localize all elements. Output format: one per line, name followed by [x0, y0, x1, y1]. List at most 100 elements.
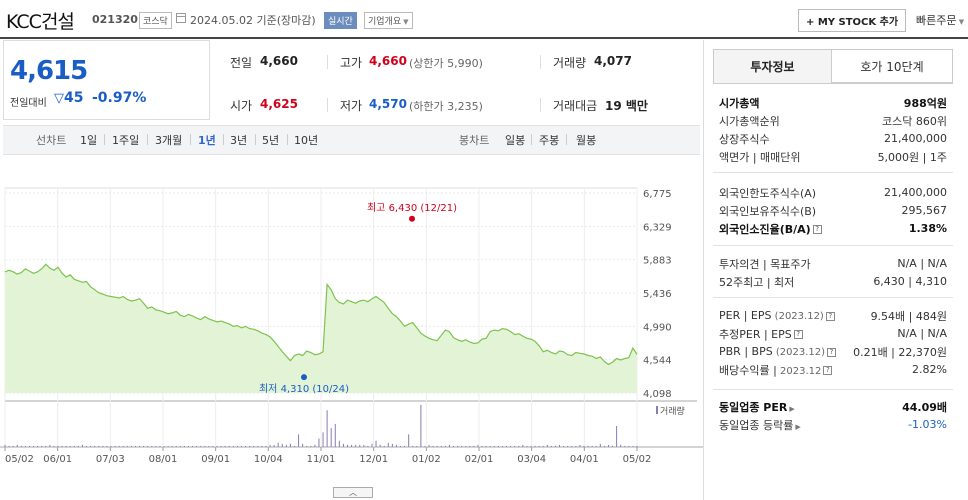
volume-bar — [314, 444, 316, 447]
tab-daily-candle[interactable]: 일봉 — [505, 134, 526, 147]
tab-invest-info[interactable]: 투자정보 — [713, 49, 832, 83]
y-tick-label: 5,883 — [643, 256, 672, 267]
volume-bar — [216, 445, 218, 447]
invest-row: PER | EPS (2023.12)? 9.54배 | 484원 — [719, 307, 947, 324]
volume-bar — [4, 444, 6, 447]
help-icon[interactable]: ? — [825, 311, 835, 321]
help-icon[interactable]: ? — [793, 330, 803, 339]
volume-bar — [20, 445, 22, 447]
volume-bar — [179, 445, 181, 447]
volume-bar — [73, 445, 75, 447]
volume-bar — [428, 444, 430, 447]
invest-row-value: N/A | N/A — [897, 257, 947, 270]
volume-bar — [334, 423, 336, 447]
volume-bars: 거래량 — [4, 405, 685, 447]
prev-close-value: 4,660 — [260, 54, 298, 68]
tab-3m[interactable]: 3개월 — [155, 134, 183, 147]
tab-weekly-candle[interactable]: 주봉 — [539, 134, 560, 147]
tab-divider — [255, 134, 256, 145]
tab-1d[interactable]: 1일 — [80, 134, 98, 147]
invest-value-text: 21,400,000 — [884, 186, 947, 199]
collapse-chart-button[interactable]: ︿ — [333, 487, 373, 498]
invest-row-label: 추정PER | EPS? — [719, 326, 803, 342]
volume-bar — [391, 443, 393, 447]
stock-code: 021320 — [92, 13, 138, 26]
divider — [540, 98, 541, 112]
invest-row-value: 1.38% — [909, 222, 947, 235]
invest-label-text: 추정PER | EPS — [719, 327, 792, 341]
quick-order-label: 빠른주문 — [916, 14, 957, 27]
line-chart-label: 선차트 — [36, 134, 67, 147]
section-divider — [713, 245, 953, 246]
volume-bar — [24, 445, 26, 447]
volume-bar — [387, 442, 389, 447]
market-badge: 코스닥 — [139, 12, 172, 29]
volume-bar — [61, 445, 63, 447]
quick-order-dropdown[interactable]: 빠른주문 ▼ — [916, 12, 964, 28]
arrow-right-icon[interactable]: ▶ — [789, 404, 795, 413]
invest-row: 액면가 | 매매단위 5,000원 | 1주 — [719, 148, 947, 165]
help-icon[interactable]: ? — [827, 347, 837, 357]
invest-row: 시가총액 988억원 — [719, 94, 947, 111]
invest-value-text: 0.21배 | 22,370원 — [853, 345, 947, 359]
tab-10y[interactable]: 10년 — [294, 134, 319, 147]
tab-divider — [531, 134, 532, 145]
company-info-dropdown[interactable]: 기업개요 ▼ — [364, 12, 413, 29]
volume-bar — [81, 444, 83, 447]
tab-orderbook-10[interactable]: 호가 10단계 — [832, 49, 953, 83]
tab-3y[interactable]: 3년 — [230, 134, 248, 147]
volume-bar — [147, 445, 149, 447]
stock-name: KCC건설 — [6, 11, 75, 33]
tab-1w[interactable]: 1주일 — [112, 134, 140, 147]
invest-row-value: 9.54배 | 484원 — [871, 308, 947, 324]
volume-bar — [139, 445, 141, 447]
date-value: 2024.05.02 — [190, 14, 253, 27]
arrow-right-icon[interactable]: ▶ — [795, 422, 801, 431]
volume-label: 거래량 — [553, 56, 587, 70]
volume-bar — [542, 445, 544, 447]
invest-label-text: 액면가 | 매매단위 — [719, 150, 801, 164]
tab-divider — [104, 134, 105, 145]
help-icon[interactable]: ? — [812, 225, 822, 234]
invest-row-label: 시가총액순위 — [719, 113, 780, 129]
tab-5y[interactable]: 5년 — [262, 134, 280, 147]
volume-bar — [497, 445, 499, 447]
volume-bar — [293, 445, 295, 447]
price-area — [5, 264, 637, 393]
realtime-button[interactable]: 실시간 — [324, 12, 357, 29]
paren: ) — [478, 100, 483, 113]
price-chart[interactable]: 6,775 6,329 5,883 5,436 4,990 4,544 4,098 최고 6… — [0, 160, 703, 486]
volume-bar — [550, 445, 552, 447]
upper-limit-label: (상한가 — [409, 57, 444, 70]
volume-bar — [212, 445, 214, 447]
invest-label-text: 동일업종 등락률 — [719, 418, 794, 432]
volume-bar — [587, 445, 589, 447]
volume-bar — [363, 444, 365, 447]
change-value: 45 — [64, 90, 84, 106]
invest-row: 추정PER | EPS? N/A | N/A — [719, 325, 947, 342]
volume-bar — [620, 444, 622, 447]
x-tick-label: 05/02 — [5, 454, 34, 465]
volume-bar — [41, 445, 43, 447]
tab-1y[interactable]: 1년 — [198, 134, 216, 147]
volume-bar — [257, 445, 259, 447]
divider — [327, 55, 328, 69]
volume-bar — [351, 444, 353, 447]
volume-bar — [481, 445, 483, 447]
add-mystock-button[interactable]: + MY STOCK 추가 — [798, 9, 907, 32]
high-marker — [409, 215, 415, 222]
invest-value-text: 5,000원 | 1주 — [877, 150, 947, 164]
change-label: 전일대비 — [10, 98, 47, 109]
volume-bar — [367, 445, 369, 447]
invest-row-label: 동일업종 PER ▶ — [719, 399, 795, 415]
volume-bar — [57, 445, 59, 447]
volume-bar — [220, 445, 222, 447]
y-tick-label: 4,098 — [643, 389, 672, 400]
tab-monthly-candle[interactable]: 월봉 — [576, 134, 597, 147]
volume-bar — [49, 444, 51, 447]
invest-row-label: 배당수익률 | 2023.12? — [719, 362, 833, 378]
y-axis-labels: 6,775 6,329 5,883 5,436 4,990 4,544 4,098 — [643, 189, 672, 400]
help-icon[interactable]: ? — [823, 366, 833, 375]
invest-row: 배당수익률 | 2023.12? 2.82% — [719, 361, 947, 378]
invest-row: 상장주식수 21,400,000 — [719, 130, 947, 147]
